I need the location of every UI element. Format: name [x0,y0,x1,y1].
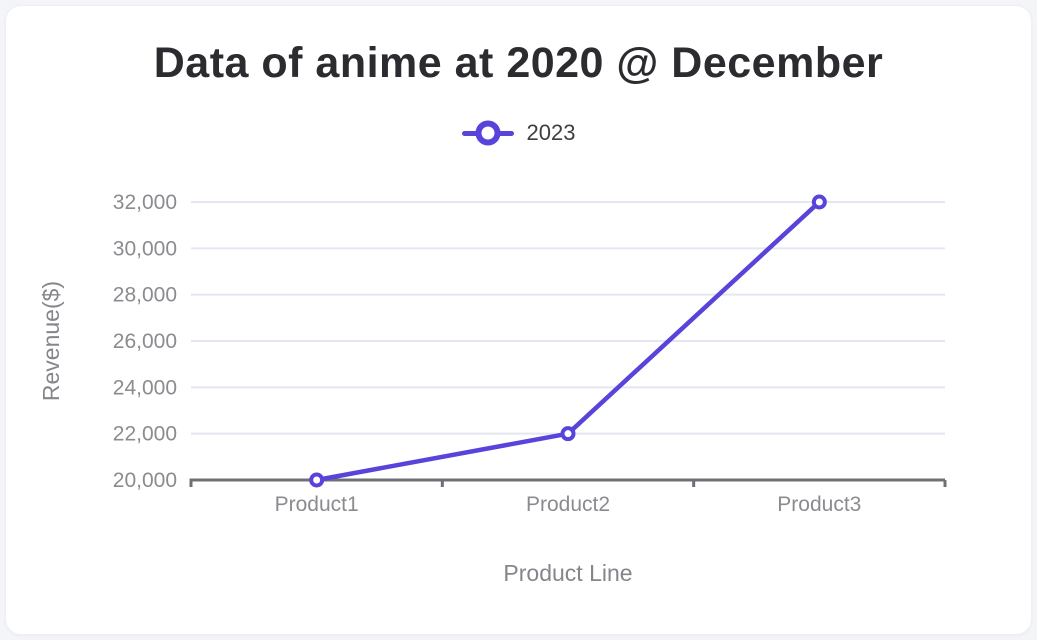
x-tick-label: Product2 [526,493,610,516]
x-tick-label: Product1 [275,493,359,516]
y-tick-label: 32,000 [113,191,177,214]
y-axis-title: Revenue($) [38,281,64,401]
y-tick-label: 28,000 [113,284,177,307]
legend-line-icon [461,120,514,146]
data-point-Product2[interactable] [560,426,576,442]
x-axis-title: Product Line [503,560,632,586]
tick-label-layer: 20,000 22,000 24,000 26,000 28,000 30,000 32,0… [113,191,862,516]
legend-circle-icon [475,120,501,146]
line-chart: 20,000 22,000 24,000 26,000 28,000 30,000 32,0… [38,191,947,586]
series-layer [309,194,827,488]
grid-layer [191,201,945,435]
y-tick-label: 30,000 [113,237,177,260]
chart-plot-area: 20,000 22,000 24,000 26,000 28,000 30,000 32,0… [6,156,1031,609]
legend-item-2023[interactable]: 2023 [6,118,1031,148]
data-point-Product1[interactable] [309,472,325,488]
data-point-Product3[interactable] [811,194,827,210]
y-tick-label: 24,000 [113,376,177,399]
y-tick-label: 26,000 [113,330,177,353]
chart-card: Data of anime at 2020 @ December 2023 20… [5,5,1032,635]
y-tick-label: 20,000 [113,469,177,492]
x-tick-label: Product3 [777,493,861,516]
legend-label: 2023 [526,120,576,145]
y-tick-label: 22,000 [113,423,177,446]
chart-title: Data of anime at 2020 @ December [153,39,884,87]
axis-layer [189,478,947,487]
